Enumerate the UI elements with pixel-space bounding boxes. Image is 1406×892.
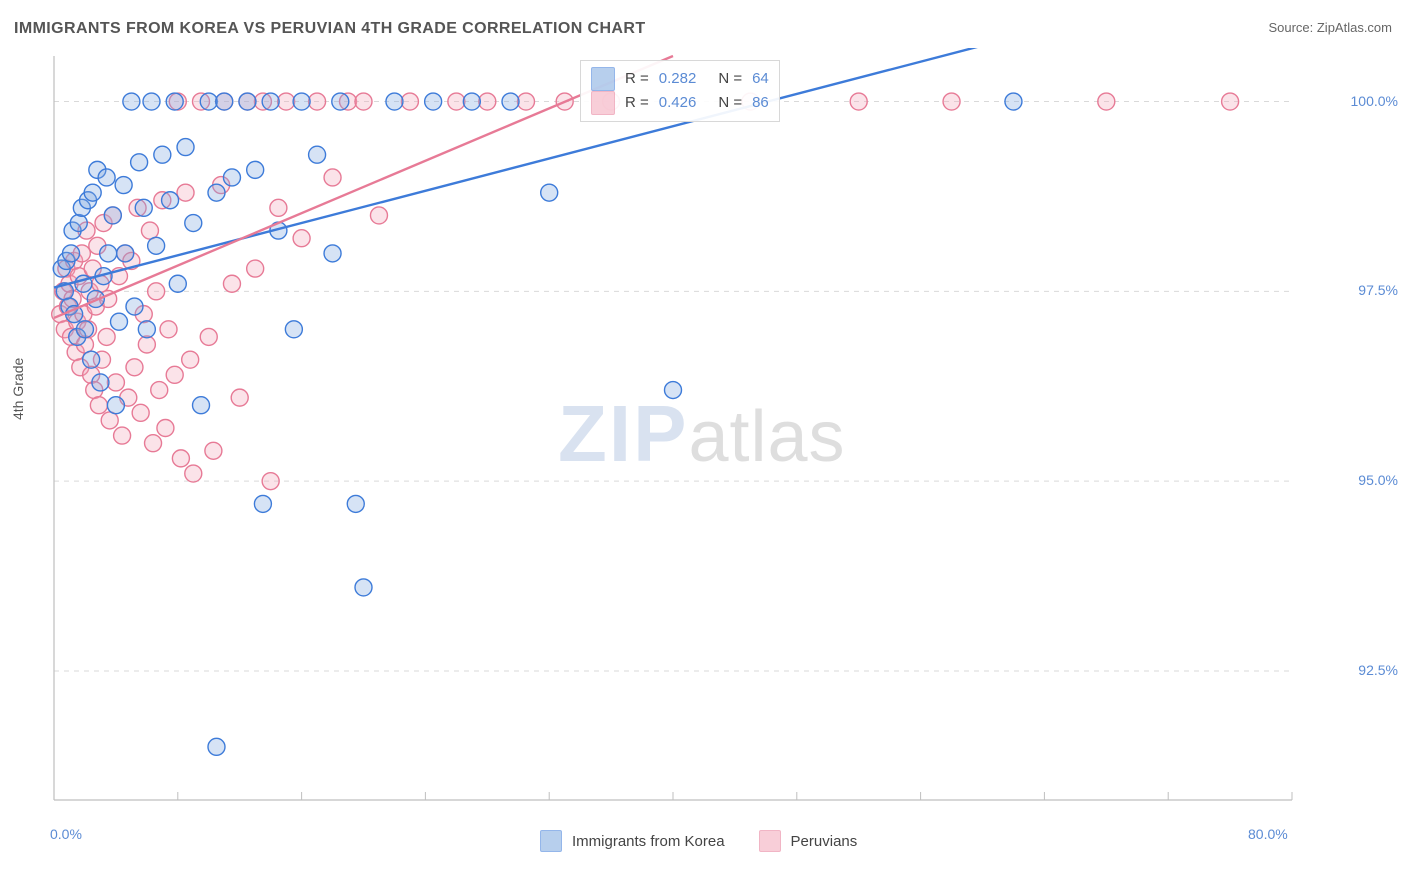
legend-r-value: 0.282 bbox=[659, 67, 697, 91]
y-axis-label: 4th Grade bbox=[10, 358, 26, 420]
legend-swatch bbox=[540, 830, 562, 852]
legend-r-value: 0.426 bbox=[659, 91, 697, 115]
scatter-plot-svg bbox=[48, 48, 1298, 808]
y-tick-label: 97.5% bbox=[1308, 282, 1398, 298]
legend-series-label: Immigrants from Korea bbox=[572, 833, 725, 850]
legend-stats-row: R = 0.426 N = 86 bbox=[591, 91, 769, 115]
legend-series: Immigrants from Korea Peruvians bbox=[540, 830, 881, 852]
source-name: ZipAtlas.com bbox=[1317, 20, 1392, 35]
chart-title: IMMIGRANTS FROM KOREA VS PERUVIAN 4TH GR… bbox=[14, 20, 646, 38]
y-tick-label: 92.5% bbox=[1308, 662, 1398, 678]
legend-stats-row: R = 0.282 N = 64 bbox=[591, 67, 769, 91]
chart-area: ZIPatlas R =0.282N =64R =0.426N =86 bbox=[48, 48, 1298, 808]
legend-series-label: Peruvians bbox=[791, 833, 858, 850]
legend-swatch bbox=[759, 830, 781, 852]
legend-r-label: R = bbox=[625, 91, 649, 115]
legend-n-value: 64 bbox=[752, 67, 769, 91]
legend-n-label: N = bbox=[718, 91, 742, 115]
x-tick-label: 0.0% bbox=[50, 826, 82, 842]
y-tick-label: 100.0% bbox=[1308, 93, 1398, 109]
legend-swatch bbox=[591, 91, 615, 115]
legend-stats-box: R = 0.282 N = 64 R = 0.426 N = 86 bbox=[580, 60, 780, 122]
legend-n-label: N = bbox=[718, 67, 742, 91]
legend-n-value: 86 bbox=[752, 91, 769, 115]
x-tick-label: 80.0% bbox=[1248, 826, 1288, 842]
source-prefix: Source: bbox=[1268, 20, 1316, 35]
y-tick-label: 95.0% bbox=[1308, 472, 1398, 488]
legend-swatch bbox=[591, 67, 615, 91]
legend-r-label: R = bbox=[625, 67, 649, 91]
chart-source: Source: ZipAtlas.com bbox=[1268, 20, 1392, 35]
